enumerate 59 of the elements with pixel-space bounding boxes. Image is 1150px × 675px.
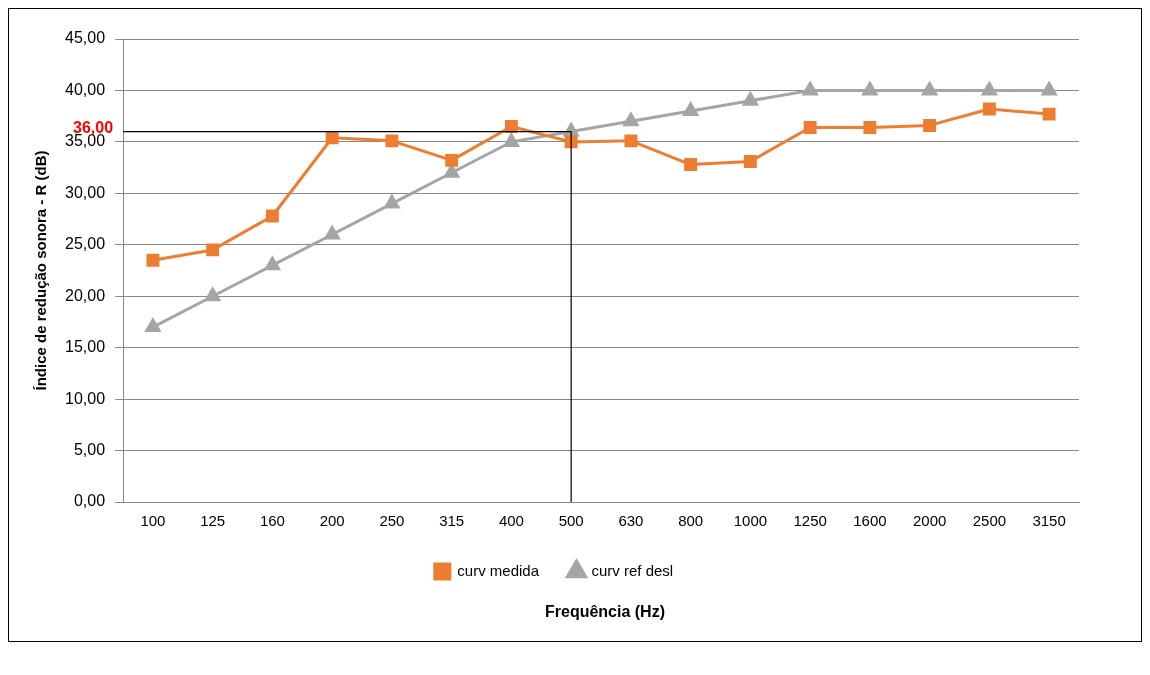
legend-label: curv ref desl bbox=[591, 561, 674, 579]
point bbox=[803, 121, 817, 134]
x-tick-label: 2500 bbox=[972, 512, 1007, 530]
point bbox=[623, 112, 639, 127]
point bbox=[384, 195, 400, 209]
y-tick-label: 40,00 bbox=[64, 80, 106, 98]
y-tick-label: 15,00 bbox=[64, 338, 106, 356]
x-tick-label: 125 bbox=[200, 512, 226, 530]
point bbox=[444, 164, 460, 178]
y-tick-label: 45,00 bbox=[64, 29, 106, 47]
x-tick-label: 200 bbox=[319, 512, 345, 530]
x-tick-label: 160 bbox=[259, 512, 285, 530]
y-tick-label: 10,00 bbox=[64, 389, 106, 407]
x-tick-label: 100 bbox=[140, 512, 166, 530]
point bbox=[146, 253, 160, 267]
point bbox=[264, 256, 280, 271]
x-tick-label: 400 bbox=[498, 512, 524, 530]
point bbox=[205, 287, 221, 302]
point bbox=[145, 318, 161, 333]
y-tick-label: 25,00 bbox=[64, 235, 106, 253]
point bbox=[624, 134, 638, 148]
x-tick-label: 2000 bbox=[912, 512, 947, 530]
point bbox=[862, 81, 878, 96]
x-tick-label: 315 bbox=[439, 512, 465, 530]
y-tick-label: 30,00 bbox=[64, 183, 106, 201]
x-tick-label: 1600 bbox=[853, 512, 887, 530]
point bbox=[923, 118, 937, 132]
y-tick-label: 0,00 bbox=[73, 492, 106, 510]
point bbox=[742, 92, 758, 106]
y-tick-label: 20,00 bbox=[64, 286, 106, 304]
point bbox=[445, 153, 459, 167]
point bbox=[863, 121, 877, 134]
x-tick-label: 630 bbox=[618, 512, 644, 530]
point bbox=[684, 158, 698, 171]
y-axis-title: Índice de redução sonora - R (dB) bbox=[32, 150, 50, 391]
point bbox=[1042, 107, 1056, 121]
point bbox=[683, 102, 699, 117]
point bbox=[503, 133, 519, 147]
legend-label: curv medida bbox=[457, 561, 540, 579]
point bbox=[206, 243, 220, 257]
point bbox=[1041, 81, 1057, 96]
point bbox=[265, 209, 279, 223]
point bbox=[325, 131, 339, 145]
point bbox=[981, 81, 997, 96]
point bbox=[802, 81, 818, 96]
point bbox=[324, 225, 340, 240]
x-tick-label: 250 bbox=[379, 512, 405, 530]
x-tick-label: 1250 bbox=[793, 512, 827, 530]
point bbox=[922, 81, 938, 96]
x-tick-label: 3150 bbox=[1032, 512, 1066, 530]
point bbox=[385, 134, 399, 148]
x-tick-label: 500 bbox=[558, 512, 584, 530]
x-tick-label: 1000 bbox=[733, 512, 768, 530]
point bbox=[504, 120, 518, 133]
y-tick-label: 5,00 bbox=[73, 440, 106, 458]
point bbox=[743, 154, 757, 168]
point bbox=[982, 102, 996, 116]
x-axis-title: Frequência (Hz) bbox=[544, 602, 666, 622]
x-tick-label: 800 bbox=[678, 512, 704, 530]
